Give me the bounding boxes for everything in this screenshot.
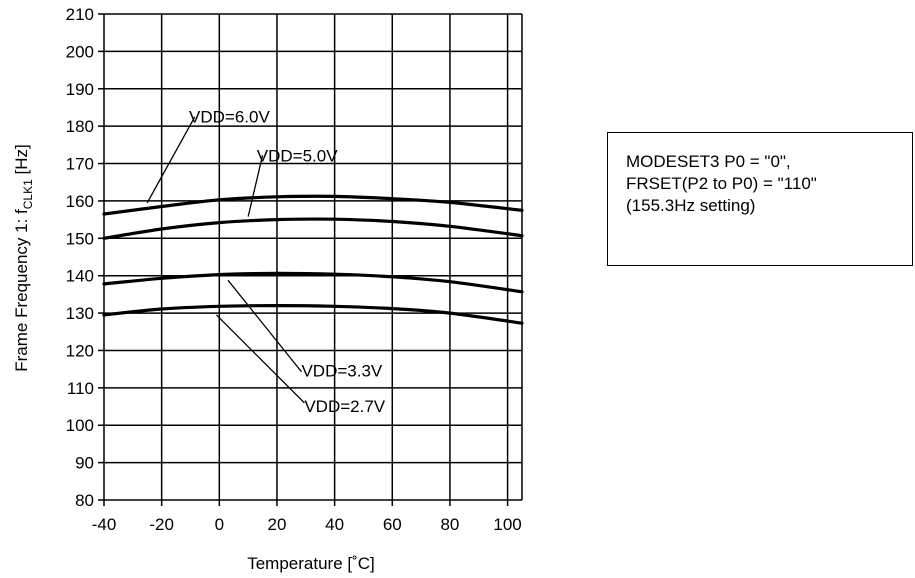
note-line-2: FRSET(P2 to P0) = "110"	[626, 174, 817, 193]
annotation-leader-vdd-3-3v	[227, 279, 302, 373]
x-axis-title: Temperature [˚C]	[247, 554, 375, 573]
y-tick-label: 160	[66, 192, 94, 211]
note-line-1: MODESET3 P0 = "0",	[626, 152, 791, 171]
series-lines	[102, 194, 524, 325]
x-tick-label: 100	[493, 515, 521, 534]
annotations: VDD=6.0V VDD=5.0V VDD=3.3V VDD=2.7V	[146, 107, 386, 416]
y-tick-label: 140	[66, 267, 94, 286]
y-tick-label: 130	[66, 304, 94, 323]
annotation-leader-vdd-5-0v	[247, 155, 264, 217]
y-tick-label: 150	[66, 229, 94, 248]
y-tick-label: 120	[66, 341, 94, 360]
frame-frequency-chart: VDD=6.0V VDD=5.0V VDD=3.3V VDD=2.7V -40 -20 0…	[12, 5, 524, 573]
annotation-label-vdd-2-7v: VDD=2.7V	[304, 397, 385, 416]
x-tick-label: 20	[268, 515, 287, 534]
y-tick-label: 110	[67, 379, 94, 398]
y-axis-title: Frame Frequency 1: fCLK1 [Hz]	[12, 144, 35, 372]
y-tick-label: 200	[66, 42, 94, 61]
tick-labels: -40 -20 0 20 40 60 80 100 80 90 100 110 120 130 140 150…	[66, 5, 522, 534]
annotation-leader-vdd-6-0v	[146, 116, 196, 204]
y-axis-title-unit: [Hz]	[12, 144, 31, 179]
x-tick-label: 80	[440, 515, 459, 534]
series-line-vdd-3-3v	[102, 271, 524, 294]
x-tick-label: -40	[92, 515, 117, 534]
settings-note-box: MODESET3 P0 = "0", FRSET(P2 to P0) = "11…	[607, 132, 913, 266]
series-line-vdd-5-0v	[102, 217, 524, 240]
y-tick-label: 100	[66, 416, 94, 435]
annotation-label-vdd-3-3v: VDD=3.3V	[301, 362, 382, 381]
y-tick-label: 90	[75, 454, 94, 473]
y-axis-title-subscript: CLK1	[21, 179, 35, 209]
annotation-label-vdd-5-0v: VDD=5.0V	[257, 147, 338, 166]
grid	[98, 13, 523, 506]
y-tick-label: 210	[66, 5, 94, 24]
x-tick-label: 0	[215, 515, 224, 534]
x-tick-label: 40	[325, 515, 344, 534]
note-line-3: (155.3Hz setting)	[626, 196, 756, 215]
x-tick-label: 60	[383, 515, 402, 534]
y-tick-label: 80	[75, 491, 94, 510]
series-line-vdd-2-7v	[102, 303, 524, 325]
y-tick-label: 180	[66, 117, 94, 136]
series-line-vdd-6-0v	[102, 194, 524, 216]
x-tick-label: -20	[149, 515, 174, 534]
annotation-label-vdd-6-0v: VDD=6.0V	[189, 107, 270, 126]
y-tick-label: 190	[66, 80, 94, 99]
annotation-leader-vdd-2-7v	[215, 314, 305, 404]
y-tick-label: 170	[66, 155, 94, 174]
y-axis-title-main: Frame Frequency 1: f	[12, 209, 31, 372]
